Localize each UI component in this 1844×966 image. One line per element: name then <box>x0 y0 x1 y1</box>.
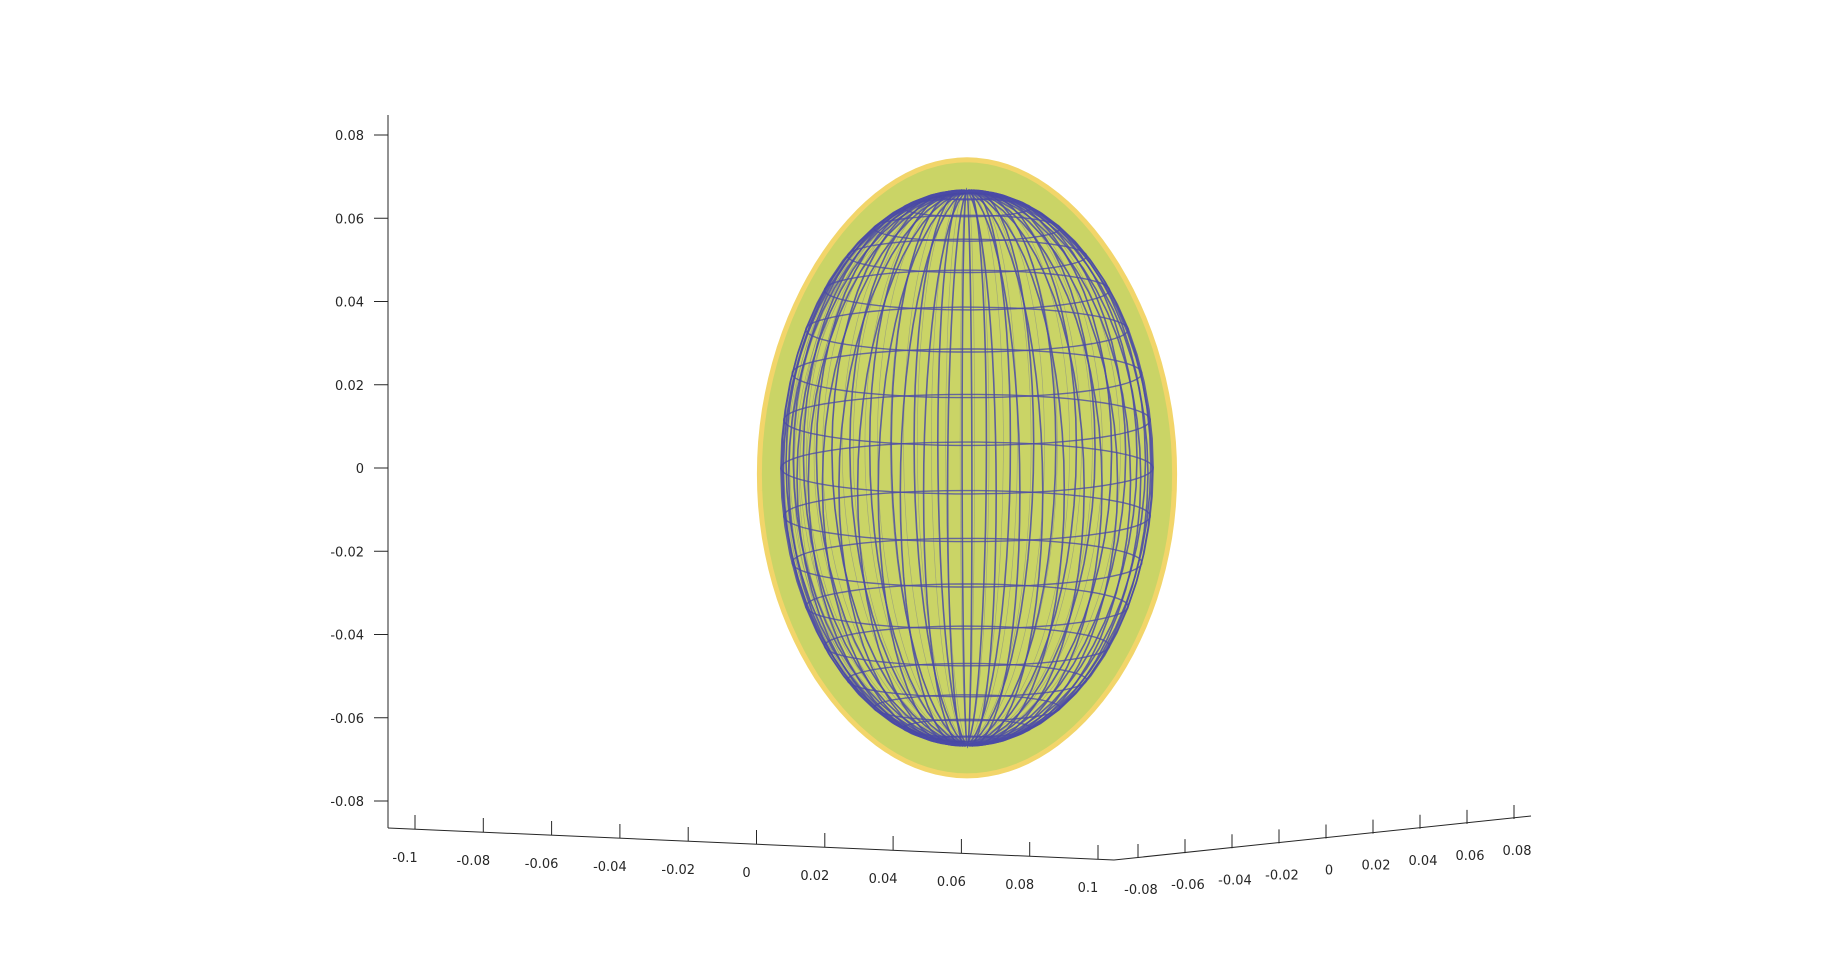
x-tick-label: 0.02 <box>800 869 829 884</box>
wireframe-fine-line <box>903 192 968 743</box>
wireframe-layer <box>780 187 1154 749</box>
wireframe-parallel <box>902 718 1032 738</box>
x-tick-label: -0.04 <box>593 860 627 875</box>
wireframe-fine-line <box>916 192 968 743</box>
y-tick-label: -0.08 <box>1124 883 1158 898</box>
wireframe-parallel <box>934 735 1000 746</box>
surface-layer <box>756 157 1178 779</box>
wireframe-fine-line <box>783 193 968 743</box>
y-axis-line <box>1113 815 1532 861</box>
wireframe-parallel <box>791 348 1143 399</box>
wireframe-parallel <box>934 190 1000 201</box>
wireframe-fine-line <box>805 193 968 743</box>
z-tick-label: 0.02 <box>335 379 364 394</box>
wireframe-fine-line <box>793 193 968 743</box>
wireframe-fine-line <box>966 192 1103 743</box>
wireframe-fine-line <box>806 193 968 743</box>
y-tick-label: -0.02 <box>1265 868 1299 883</box>
x-tick-label: -0.06 <box>525 857 559 872</box>
wireframe-parallel <box>782 393 1152 447</box>
x-tick-label: -0.02 <box>661 863 695 878</box>
wireframe-fine-line <box>799 193 968 743</box>
wireframe-fine-line <box>876 192 968 743</box>
wireframe-fine-line <box>966 192 1071 743</box>
z-tick-label: 0 <box>356 462 364 477</box>
wireframe-parallel <box>780 441 1154 495</box>
wireframe-fine-line <box>785 193 968 743</box>
z-tick-label: -0.06 <box>330 712 364 727</box>
wireframe-fine-line <box>966 192 1093 743</box>
wireframe-fine-line <box>966 192 1082 743</box>
wireframe-parallel <box>782 489 1152 543</box>
y-tick-label: 0.02 <box>1362 859 1391 874</box>
wireframe-fine-line <box>789 193 968 743</box>
wireframe-parallel <box>902 198 1032 218</box>
wireframe-fine-line <box>966 192 1018 743</box>
wireframe-parallel <box>791 537 1143 588</box>
wireframe-fine-line <box>966 192 1045 743</box>
wireframe-parallel <box>873 694 1061 722</box>
wireframe-fine-line <box>966 192 1058 743</box>
wireframe-fine-line <box>782 193 968 743</box>
axes-layer: -0.08 -0.06 -0.04 -0.02 0 0.02 0.04 0.06 0.08 -0.… <box>330 115 1531 898</box>
z-tick-label: 0.08 <box>335 129 364 144</box>
wireframe-fine-line <box>782 193 968 743</box>
y-tick-label: 0.04 <box>1409 854 1438 869</box>
wireframe-fine-line <box>864 192 968 743</box>
wireframe-parallel <box>846 238 1088 274</box>
x-tick-label: 0.06 <box>937 875 966 890</box>
x-axis-line <box>387 827 1115 861</box>
wireframe-fine-line <box>841 192 968 743</box>
outer-ellipsoid-surface <box>756 157 1178 779</box>
x-tick-label: 0.04 <box>869 872 898 887</box>
wireframe-fine-line <box>966 192 1004 743</box>
wireframe-fine-line <box>799 193 968 743</box>
wireframe-fine-line <box>831 192 968 743</box>
wireframe-fine-line <box>822 193 968 743</box>
wireframe-parallel <box>805 583 1129 630</box>
y-tick-label: 0.06 <box>1456 849 1485 864</box>
wireframe-fine-line <box>789 193 968 743</box>
x-tick-label: 0 <box>742 866 750 881</box>
z-tick-label: -0.08 <box>330 795 364 810</box>
wireframe-fine-line <box>966 192 1032 743</box>
z-tick-label: 0.06 <box>335 212 364 227</box>
wireframe-fine-line <box>966 192 975 743</box>
wireframe-parallel <box>823 269 1111 311</box>
y-tick-label: 0.08 <box>1503 844 1532 859</box>
y-tick-label: -0.06 <box>1171 878 1205 893</box>
x-tick-label: -0.1 <box>392 851 417 866</box>
wireframe-fine-line <box>793 193 968 743</box>
y-tick-label: 0 <box>1325 864 1333 879</box>
wireframe-fine-line <box>931 192 968 743</box>
wireframe-fine-line <box>966 192 990 743</box>
wireframe-parallel <box>846 662 1088 698</box>
wireframe-parallel <box>873 214 1061 242</box>
wireframe-fine-line <box>852 192 968 743</box>
z-tick-label: -0.04 <box>330 629 364 644</box>
x-tick-label: 0.1 <box>1078 881 1099 896</box>
wireframe-fine-line <box>783 193 968 743</box>
z-tick-label: -0.02 <box>330 545 364 560</box>
wireframe-parallel <box>805 306 1129 353</box>
wireframe-fine-line <box>785 193 968 743</box>
wireframe-fine-line <box>959 192 968 743</box>
wireframe-fine-line <box>966 193 1113 743</box>
wireframe-fine-line <box>889 192 968 743</box>
wireframe-fine-line <box>966 193 1121 743</box>
wireframe-fine-line <box>945 192 968 743</box>
z-tick-label: 0.04 <box>335 296 364 311</box>
y-tick-label: -0.04 <box>1218 873 1252 888</box>
wireframe-parallel <box>823 625 1111 667</box>
x-tick-label: 0.08 <box>1005 878 1034 893</box>
wireframe-fine-line <box>813 193 968 743</box>
x-tick-label: -0.08 <box>456 854 490 869</box>
